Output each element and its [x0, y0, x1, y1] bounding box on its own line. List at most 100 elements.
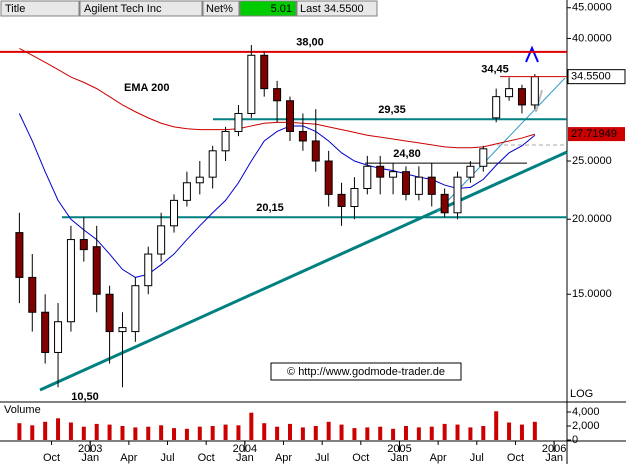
volume-bar: [429, 426, 434, 440]
last-close-box: [567, 69, 626, 85]
header-cell: [239, 0, 297, 17]
candle-body: [427, 176, 436, 195]
annotation: 34,45: [481, 63, 509, 75]
candle-body: [389, 171, 398, 178]
x-tick-label: Jan: [236, 452, 254, 464]
y-tick-label: 45.0000: [572, 2, 612, 14]
volume-bar: [300, 427, 305, 440]
volume-bar: [416, 427, 421, 440]
candle-body: [118, 327, 127, 333]
candle-body: [131, 285, 140, 333]
y-tick-label: 20.0000: [572, 213, 612, 225]
volume-bar: [275, 426, 280, 440]
candle-body: [234, 112, 243, 132]
x-tick-label: Apr: [275, 452, 292, 464]
ema-line: [18, 113, 536, 278]
volume-bar: [133, 427, 138, 440]
header-cell: [0, 0, 80, 17]
header: Title Agilent Tech Inc Net% 5.01 Last 34…: [0, 0, 378, 17]
volume-bar: [378, 426, 383, 440]
last-close-label: 34.5500: [571, 71, 611, 83]
level-label: 29,35: [378, 104, 406, 116]
volume-bar: [68, 422, 73, 440]
header-net-label: Net%: [206, 3, 233, 15]
ema-last-label: 27.71949: [571, 128, 617, 140]
header-title: Title: [5, 3, 25, 15]
volume-bar: [236, 425, 241, 440]
candle-body: [182, 182, 191, 201]
candle-body: [170, 199, 179, 227]
x-tick-label: Jul: [160, 452, 174, 464]
candle-body: [66, 239, 75, 323]
volume-bar: [442, 423, 447, 440]
candle-body: [15, 232, 24, 278]
x-tick-label: Jan: [81, 452, 99, 464]
candle-body: [401, 171, 410, 195]
y-tick-label: 40.0000: [572, 32, 612, 44]
volume-bar: [365, 427, 370, 440]
volume-bar: [507, 422, 512, 440]
candle-body: [144, 253, 153, 287]
volume-bar: [81, 426, 86, 440]
volume-bar: [43, 421, 48, 440]
candle-body: [376, 165, 385, 178]
volume-bar: [326, 421, 331, 440]
volume-bar: [494, 411, 499, 440]
candle-body: [195, 176, 204, 184]
volume-bar: [352, 428, 357, 440]
y-tick-label: 15.0000: [572, 288, 612, 300]
candle-body: [28, 276, 37, 313]
volume-bar: [107, 424, 112, 440]
credit: © http://www.godmode-trader.de: [287, 366, 445, 378]
candle-body: [208, 150, 217, 178]
candle-body: [492, 96, 501, 119]
level-label: 24,80: [393, 148, 421, 160]
candle-body: [92, 246, 101, 295]
scale-label: LOG: [570, 388, 593, 400]
x-tick-label: Jul: [315, 452, 329, 464]
ema-last-box: [568, 127, 625, 142]
x-tick-label: Oct: [352, 452, 369, 464]
candle-body: [466, 165, 475, 178]
candle-body: [221, 130, 230, 152]
volume-bar: [94, 423, 99, 440]
y-tick-label: 25.0000: [572, 155, 612, 167]
year-label: 2003: [78, 443, 102, 455]
volume-bar: [519, 424, 524, 440]
header-net: 5.01: [271, 3, 292, 15]
volume-bar: [455, 424, 460, 440]
volume-bar: [56, 418, 61, 440]
trend-line: [39, 150, 568, 392]
x-tick-label: Apr: [430, 452, 447, 464]
x-tick-label: Oct: [507, 452, 524, 464]
volume-tick-label: 0: [572, 434, 578, 446]
volume-bar: [223, 424, 228, 440]
volume-bar: [313, 426, 318, 440]
volume-bar: [339, 424, 344, 440]
credit-box: [270, 362, 462, 381]
header-cell: [202, 0, 240, 17]
candle-body: [517, 88, 526, 106]
annotation: 10,50: [71, 391, 99, 403]
candle-body: [260, 54, 269, 90]
header-name: Agilent Tech Inc: [84, 3, 162, 15]
volume-bar: [391, 428, 396, 440]
candle-body: [479, 148, 488, 167]
volume-bar: [210, 426, 215, 440]
x-tick-label: Jul: [470, 452, 484, 464]
volume-bar: [288, 423, 292, 440]
header-cell: [79, 0, 203, 17]
candle-body: [324, 160, 333, 195]
x-tick-label: Jan: [545, 452, 563, 464]
candle-body: [298, 130, 307, 142]
header-cell: [296, 0, 378, 17]
volume-bar: [172, 428, 177, 440]
candle-body: [530, 76, 539, 106]
candle-body: [311, 140, 320, 162]
candle-body: [363, 165, 372, 190]
x-tick-label: Apr: [120, 452, 137, 464]
header-last: Last 34.5500: [300, 3, 364, 15]
candle-body: [286, 100, 294, 132]
volume-bar: [249, 412, 254, 440]
